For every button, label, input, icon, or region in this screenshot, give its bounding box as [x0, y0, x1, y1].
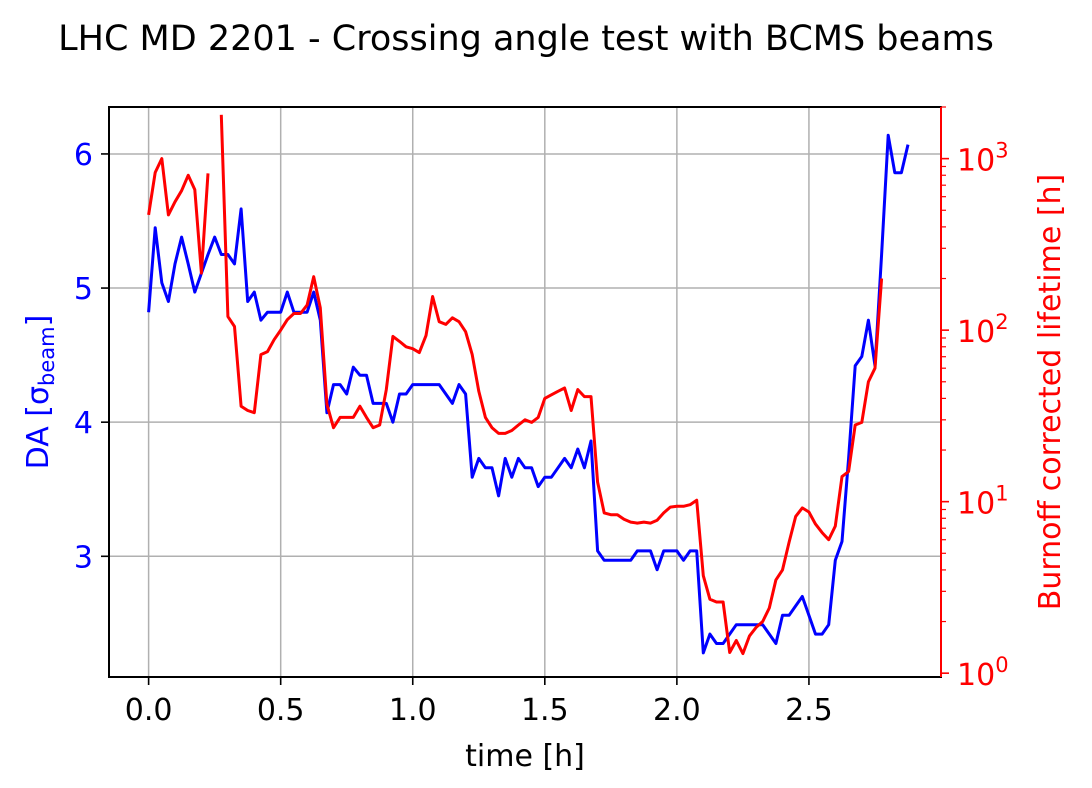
lifetime-series-line	[219, 114, 884, 656]
y-left-tick-label: 5	[74, 272, 93, 307]
x-axis-label: time [h]	[465, 739, 585, 774]
x-tick-label: 0.0	[125, 693, 173, 728]
y-right-axis-label: Burnoff corrected lifetime [h]	[1033, 174, 1068, 610]
grid	[109, 107, 941, 677]
y-left-axis-label: DA [σbeam]	[21, 315, 59, 470]
y-right-tick-label: 102	[957, 310, 1009, 350]
y-right-tick-exp: 3	[995, 139, 1008, 163]
y-right-tick-label: 100	[957, 653, 1009, 693]
lifetime-series-line	[147, 157, 210, 275]
y-right-tick-label: 101	[957, 482, 1009, 522]
x-tick-label: 1.0	[389, 693, 437, 728]
da-series-line	[147, 133, 910, 655]
y-right-tick-label: 103	[957, 139, 1009, 179]
y-right-tick-exp: 1	[995, 482, 1008, 506]
x-axis: 0.0 0.5 1.0 1.5 2.0 2.5	[125, 677, 833, 728]
y-right-tick-exp: 0	[995, 653, 1008, 677]
y-right-tick-base: 10	[957, 315, 995, 350]
plot-frame	[108, 106, 942, 678]
x-tick-label: 2.0	[653, 693, 701, 728]
y-left-axis: 3 4 5 6	[74, 138, 109, 575]
y-left-label-end: ]	[21, 315, 56, 327]
y-left-tick-label: 4	[74, 406, 93, 441]
y-left-tick-label: 6	[74, 138, 93, 173]
y-right-tick-base: 10	[957, 144, 995, 179]
y-left-label-sub: beam	[35, 326, 59, 386]
x-tick-label: 2.5	[785, 693, 833, 728]
y-right-tick-exp: 2	[995, 310, 1008, 334]
x-tick-label: 0.5	[257, 693, 305, 728]
y-left-tick-label: 3	[74, 540, 93, 575]
x-tick-label: 1.5	[521, 693, 569, 728]
y-right-tick-base: 10	[957, 487, 995, 522]
chart-title: LHC MD 2201 - Crossing angle test with B…	[58, 19, 994, 59]
y-right-tick-base: 10	[957, 658, 995, 693]
series-layer	[147, 114, 910, 656]
y-left-label-main: DA [σ	[21, 386, 56, 469]
